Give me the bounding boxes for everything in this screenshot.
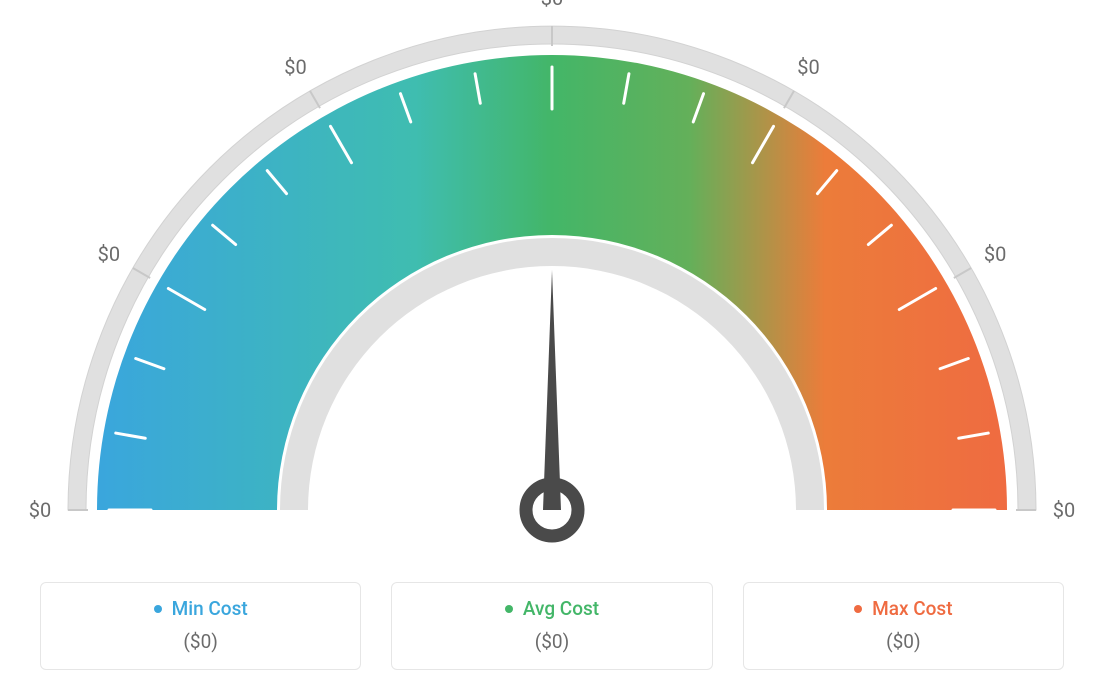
gauge-area: $0 $0 $0 $0 $0 $0 $0 — [0, 0, 1104, 560]
gauge-tick-label: $0 — [1053, 498, 1075, 522]
legend-card-avg: Avg Cost ($0) — [391, 582, 712, 670]
legend-dot-max — [854, 605, 862, 613]
legend-value-min: ($0) — [51, 630, 350, 653]
legend-card-min: Min Cost ($0) — [40, 582, 361, 670]
legend-row: Min Cost ($0) Avg Cost ($0) Max Cost ($0… — [40, 582, 1064, 670]
gauge-tick-label: $0 — [797, 55, 819, 79]
gauge-tick-label: $0 — [984, 242, 1006, 266]
cost-gauge-chart: $0 $0 $0 $0 $0 $0 $0 Min Cost ($0) Avg Cost ($… — [0, 0, 1104, 690]
gauge-tick-label: $0 — [541, 0, 563, 10]
legend-dot-avg — [505, 605, 513, 613]
gauge-svg — [0, 0, 1104, 560]
gauge-tick-label: $0 — [284, 55, 306, 79]
legend-label-min: Min Cost — [172, 597, 248, 620]
legend-label-max: Max Cost — [872, 597, 952, 620]
legend-value-avg: ($0) — [402, 630, 701, 653]
legend-card-max: Max Cost ($0) — [743, 582, 1064, 670]
gauge-tick-label: $0 — [29, 498, 51, 522]
legend-dot-min — [154, 605, 162, 613]
legend-label-avg: Avg Cost — [523, 597, 599, 620]
legend-value-max: ($0) — [754, 630, 1053, 653]
gauge-tick-label: $0 — [98, 242, 120, 266]
